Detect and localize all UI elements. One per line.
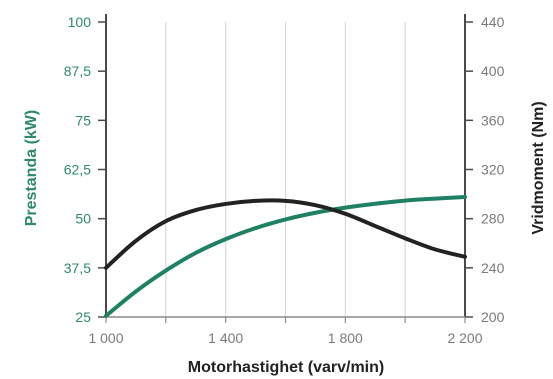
right-tick-label: 440 [481, 14, 505, 30]
x-tick-label: 1 000 [88, 330, 123, 346]
x-tick-label: 1 400 [208, 330, 243, 346]
left-tick-label: 37,5 [64, 260, 91, 276]
torque-series-line [104, 198, 467, 270]
power-series-line [104, 195, 467, 318]
x-tick-label: 1 800 [328, 330, 363, 346]
left-tick-label: 62,5 [64, 162, 91, 178]
tick-labels: 25 37,5 50 62,5 75 87,5 100 200 240 280 320 360 400 4… [64, 14, 505, 346]
left-tick-label: 50 [75, 211, 91, 227]
left-tick-label: 87,5 [64, 63, 91, 79]
right-y-axis-title: Vridmoment (Nm) [530, 101, 547, 234]
right-tick-label: 320 [481, 162, 505, 178]
left-y-axis-title: Prestanda (kW) [23, 110, 40, 226]
x-tick-label: 2 200 [447, 330, 482, 346]
series-lines [104, 195, 467, 318]
right-tick-label: 400 [481, 63, 505, 79]
right-tick-label: 240 [481, 260, 505, 276]
right-tick-label: 200 [481, 309, 505, 325]
x-axis-title: Motorhastighet (varv/min) [188, 359, 384, 376]
grid-lines [165, 22, 406, 317]
left-tick-label: 25 [75, 309, 91, 325]
left-tick-label: 75 [75, 112, 91, 128]
right-tick-label: 360 [481, 112, 505, 128]
left-tick-label: 100 [68, 14, 92, 30]
right-tick-label: 280 [481, 211, 505, 227]
